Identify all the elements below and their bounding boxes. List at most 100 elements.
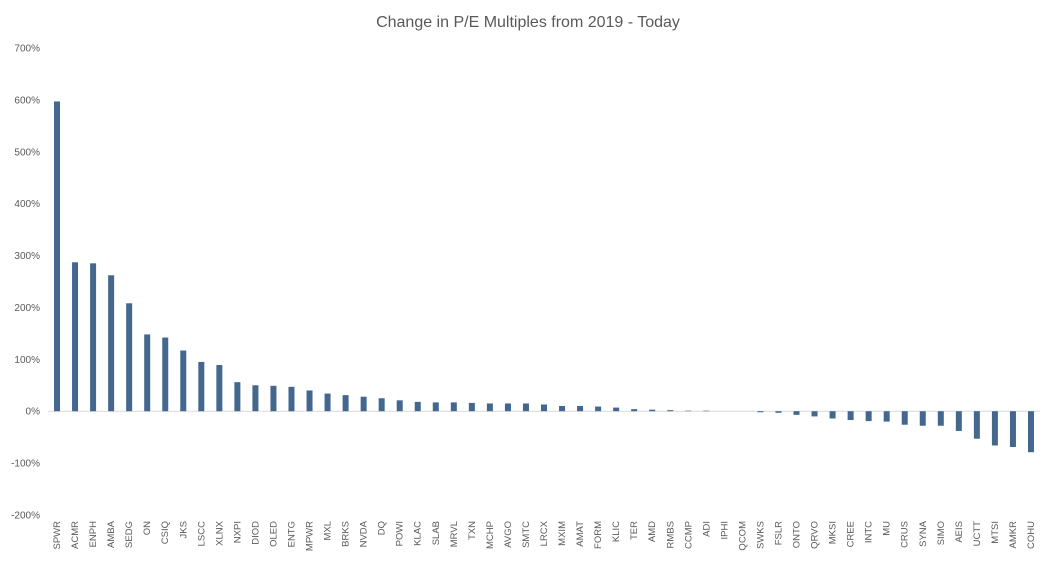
- x-tick-label: LRCX: [539, 520, 550, 546]
- x-tick-label: AMKR: [1008, 521, 1019, 549]
- x-tick-label: MPWR: [305, 521, 316, 551]
- bar-amat: [577, 406, 584, 412]
- bar-oled: [270, 385, 277, 412]
- bar-spwr: [54, 101, 61, 412]
- bar-mxl: [324, 393, 331, 412]
- x-tick-label: CSIQ: [160, 521, 171, 544]
- x-tick-label: QRVO: [810, 521, 821, 549]
- bar-cree: [847, 411, 854, 421]
- x-tick-label: INTC: [864, 521, 875, 543]
- x-tick-label: JKS: [178, 521, 189, 538]
- chart-title: Change in P/E Multiples from 2019 - Toda…: [376, 14, 680, 31]
- x-tick-label: NXPI: [232, 521, 243, 543]
- bar-klic: [613, 407, 620, 412]
- bar-form: [595, 406, 602, 412]
- x-tick-label: BRKS: [341, 521, 352, 547]
- x-tick-label: FSLR: [773, 521, 784, 545]
- x-tick-label: MXL: [323, 521, 334, 541]
- bar-slab: [432, 402, 439, 412]
- y-tick-label: 200%: [14, 303, 40, 314]
- x-tick-label: ADI: [701, 521, 712, 537]
- bar-onto: [793, 411, 800, 415]
- bar-cohu: [1027, 411, 1034, 453]
- bar-mu: [883, 411, 890, 422]
- bar-powi: [396, 400, 403, 412]
- bar-avgo: [504, 403, 511, 412]
- bar-swks: [757, 411, 764, 413]
- x-tick-label: COHU: [1026, 521, 1037, 549]
- y-tick-label: 700%: [14, 44, 40, 55]
- x-tick-label: MXIM: [557, 521, 568, 546]
- y-tick-label: 500%: [14, 147, 40, 158]
- x-tick-label: SMTC: [521, 521, 532, 548]
- bar-mksi: [829, 411, 836, 419]
- bar-sedg: [126, 303, 133, 412]
- bars-group: [54, 101, 1034, 453]
- bar-xlnx: [216, 365, 223, 412]
- x-axis: SPWR ACMR ENPH AMBA SEDG ON CSIQ JKS LSCC XLNX NXP…: [52, 520, 1037, 551]
- bar-uctt: [973, 411, 980, 439]
- bar-diod: [252, 385, 259, 412]
- x-tick-label: SEDG: [124, 521, 135, 548]
- bar-txn: [468, 402, 475, 412]
- x-tick-label: IPHI: [719, 521, 730, 539]
- x-tick-label: CCMP: [683, 521, 694, 549]
- x-tick-label: NVDA: [359, 520, 370, 547]
- bar-mchp: [486, 403, 493, 412]
- bar-amd: [649, 409, 656, 412]
- x-tick-label: XLNX: [214, 520, 225, 545]
- bar-simo: [937, 411, 944, 426]
- bar-rmbs: [667, 410, 674, 412]
- x-tick-label: CRUS: [900, 521, 911, 548]
- x-tick-label: MCHP: [485, 521, 496, 549]
- x-tick-label: RMBS: [665, 521, 676, 548]
- bar-amba: [108, 275, 115, 412]
- x-tick-label: FORM: [593, 521, 604, 549]
- x-tick-label: ON: [142, 521, 153, 535]
- bar-syna: [919, 411, 926, 426]
- x-tick-label: QCOM: [737, 521, 748, 551]
- bar-jks: [180, 350, 187, 412]
- x-tick-label: ENPH: [88, 521, 99, 548]
- bar-smtc: [522, 403, 529, 412]
- x-tick-label: SLAB: [431, 521, 442, 545]
- bar-on: [144, 334, 151, 412]
- bar-qrvo: [811, 411, 818, 417]
- bar-fslr: [775, 411, 782, 413]
- x-tick-label: OLED: [268, 521, 279, 547]
- y-tick-label: 100%: [14, 355, 40, 366]
- x-tick-label: TXN: [467, 521, 478, 540]
- bar-mpwr: [306, 390, 313, 412]
- x-tick-label: UCTT: [972, 521, 983, 547]
- bar-enph: [90, 263, 97, 412]
- bar-entg: [288, 386, 295, 412]
- x-tick-label: SWKS: [755, 521, 766, 549]
- x-tick-label: AVGO: [503, 521, 514, 548]
- y-tick-label: 0%: [26, 407, 41, 418]
- bar-adi: [703, 410, 710, 412]
- x-tick-label: KLIC: [611, 521, 622, 542]
- bar-mtsi: [991, 411, 998, 446]
- y-axis: -200% -100% 0% 100% 200% 300% 400% 500% 600% 700%: [11, 44, 40, 522]
- bar-acmr: [72, 262, 79, 412]
- bar-lscc: [198, 361, 205, 412]
- y-tick-label: 300%: [14, 251, 40, 262]
- x-tick-label: AMBA: [106, 520, 117, 548]
- x-tick-label: ACMR: [70, 521, 81, 549]
- x-tick-label: LSCC: [196, 521, 207, 546]
- bar-mxim: [559, 406, 566, 412]
- bar-csiq: [162, 337, 169, 412]
- x-tick-label: AMAT: [575, 521, 586, 547]
- x-tick-label: SIMO: [936, 521, 947, 545]
- bar-amkr: [1009, 411, 1016, 448]
- bar-klac: [414, 401, 421, 412]
- x-tick-label: AMD: [647, 521, 658, 542]
- bar-ter: [631, 409, 638, 412]
- x-tick-label: SPWR: [52, 521, 63, 550]
- x-tick-label: MTSI: [990, 521, 1001, 544]
- bar-lrcx: [541, 404, 547, 412]
- y-tick-label: 400%: [14, 199, 40, 210]
- x-tick-label: MRVL: [449, 521, 460, 547]
- bar-nvda: [360, 396, 367, 412]
